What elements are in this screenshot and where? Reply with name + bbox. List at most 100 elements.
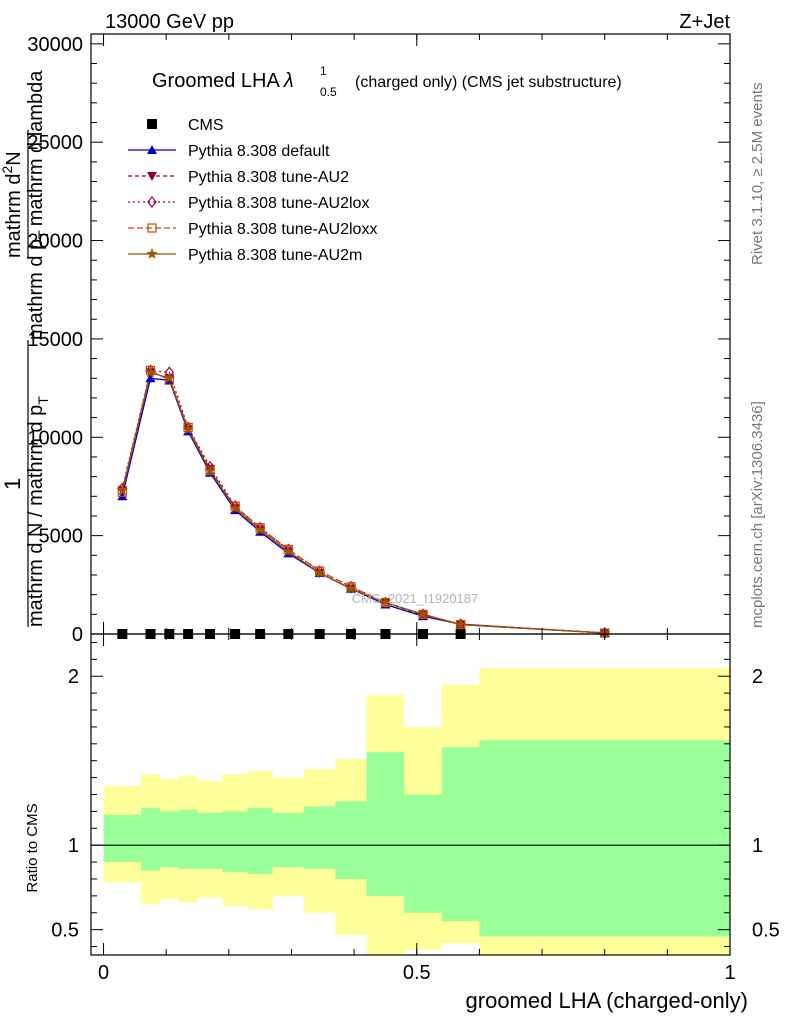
chart-title: Groomed LHA λ <box>152 70 294 92</box>
series-point-3 <box>455 618 466 631</box>
ratio-inner-band-bin <box>178 809 198 869</box>
series-point-3 <box>117 482 128 495</box>
ratio-inner-band-bin <box>404 794 442 913</box>
legend-marker <box>147 223 157 233</box>
chart-title-symbol: λ <box>283 70 294 92</box>
ylabel-one: 1 <box>0 478 25 490</box>
y-tick-label: 15000 <box>27 329 83 351</box>
legend-marker <box>147 172 157 181</box>
legend-item: Pythia 8.308 default <box>128 143 330 160</box>
ratio-y-tick-label: 1 <box>68 835 79 857</box>
main-y-axis-label: mathrm d N / mathrm d pT 1 mathrm d pTma… <box>0 70 51 627</box>
ylabel-num-bottom: mathrm d pTmathrm d lambda <box>25 70 51 340</box>
legend-label: Pythia 8.308 tune-AU2loxx <box>188 221 377 238</box>
series-point-3 <box>283 543 294 556</box>
legend-item: Pythia 8.308 tune-AU2loxx <box>128 221 377 238</box>
legend-item: Pythia 8.308 tune-AU2 <box>128 169 349 186</box>
series-point-5 <box>144 366 157 378</box>
series-lines <box>121 369 605 634</box>
legend: CMS Pythia 8.308 default Pythia 8.308 tune… <box>128 117 377 264</box>
series-point-1 <box>145 373 156 383</box>
chart-title-superscript: 1 <box>320 64 327 78</box>
series-point-5 <box>345 582 357 594</box>
ratio-inner-band-bin <box>441 747 480 922</box>
header-right: Z+Jet <box>679 11 730 33</box>
legend-label: Pythia 8.308 default <box>188 143 330 160</box>
y-tick-label: 0 <box>72 624 83 646</box>
ratio-inner-band-bin <box>272 813 304 868</box>
main-plot-frame <box>90 33 731 635</box>
legend-marker <box>147 119 157 129</box>
x-tick-label: 1 <box>724 962 735 984</box>
y-tick-label: 5000 <box>39 526 84 548</box>
chart-title-subscript: 0.5 <box>320 85 337 99</box>
series-point-5 <box>204 464 216 476</box>
legend-item: CMS <box>147 117 224 134</box>
x-axis-label: groomed LHA (charged-only) <box>466 988 748 1013</box>
ylabel-denominator: mathrm d N / mathrm d pT <box>25 396 51 627</box>
legend-label: Pythia 8.308 tune-AU2m <box>188 247 362 264</box>
x-tick-label: 0.5 <box>403 962 431 984</box>
ratio-inner-band-bin <box>197 813 223 869</box>
series-point-5 <box>229 502 241 513</box>
series-point-3 <box>230 500 240 513</box>
ratio-y-tick-label: 0.5 <box>51 920 79 942</box>
legend-label: CMS <box>188 117 224 134</box>
ylabel-num-top: mathrm d2N <box>0 151 25 258</box>
series-point-3 <box>314 565 325 578</box>
series-point-3 <box>346 580 356 593</box>
series-point-5 <box>254 523 266 535</box>
header-left: 13000 GeV pp <box>105 11 234 33</box>
legend-item: Pythia 8.308 tune-AU2m <box>128 247 362 264</box>
ratio-bands <box>103 667 730 955</box>
legend-marker <box>147 196 157 208</box>
series-point-5 <box>163 372 175 384</box>
ratio-y-axis-label: Ratio to CMS <box>24 803 41 892</box>
legend-label: Pythia 8.308 tune-AU2lox <box>188 195 369 212</box>
chart-subtitle: (charged only) (CMS jet substructure) <box>355 74 622 91</box>
ratio-inner-band-bin <box>366 752 405 896</box>
x-tick-label: 0 <box>98 962 109 984</box>
rivet-version-label: Rivet 3.1.10, ≥ 2.5M events <box>749 83 766 266</box>
ratio-inner-band-bin <box>103 814 142 863</box>
ratio-plot-frame <box>90 633 731 956</box>
series-point-5 <box>379 596 392 608</box>
series-point-3 <box>255 521 265 534</box>
main-panel: 0 5000 10000 15000 20000 25000 30000 <box>27 33 731 646</box>
ratio-y-tick-label: 2 <box>68 666 79 688</box>
mcplots-site-label: mcplots.cern.ch [arXiv:1306.3436] <box>749 401 766 628</box>
series-point-5 <box>314 567 326 578</box>
ratio-panel: 0.5 0.5 1 1 2 2 0 0.5 1 <box>51 633 780 984</box>
series-point-3 <box>183 421 193 434</box>
y-tick-label: 25000 <box>27 132 83 154</box>
legend-label: Pythia 8.308 tune-AU2 <box>188 169 349 186</box>
ratio-inner-band-bin <box>304 806 336 869</box>
series-point-5 <box>282 545 294 557</box>
ratio-inner-band-bin <box>159 811 179 868</box>
series-point-3 <box>145 364 156 377</box>
y-tick-label: 30000 <box>27 34 83 56</box>
ratio-y-tick-label-right: 1 <box>752 835 763 857</box>
ratio-y-tick-label-right: 2 <box>752 666 763 688</box>
ratio-inner-band-bin <box>141 808 160 871</box>
series-point-5 <box>182 423 194 435</box>
y-tick-label: 10000 <box>27 427 83 449</box>
series-point-5 <box>417 608 429 620</box>
ratio-inner-band-bin <box>247 808 273 874</box>
ratio-inner-band-bin <box>479 740 730 937</box>
analysis-watermark: CMS_2021_I1920187 <box>352 591 479 606</box>
y-tick-label: 20000 <box>27 231 83 253</box>
series-line-5 <box>121 371 605 634</box>
chart-title-text: Groomed LHA <box>152 70 280 92</box>
ratio-inner-band-bin <box>222 811 248 873</box>
series-line-3 <box>121 369 605 634</box>
ratio-y-tick-label-right: 0.5 <box>752 920 780 942</box>
ratio-inner-band-bin <box>335 801 367 879</box>
legend-marker <box>147 145 157 154</box>
legend-item: Pythia 8.308 tune-AU2lox <box>128 195 369 212</box>
main-axis-ticks: 0 5000 10000 15000 20000 25000 30000 <box>27 34 731 646</box>
legend-marker <box>146 248 158 259</box>
series-point-5 <box>454 618 467 630</box>
series-point-5 <box>116 484 128 496</box>
